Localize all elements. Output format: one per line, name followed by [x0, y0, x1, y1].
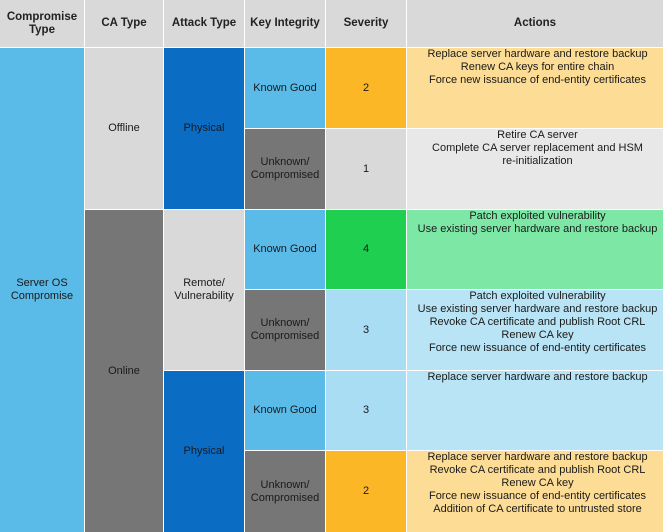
key-integrity-cell: Known Good: [245, 371, 325, 450]
attack-type-physical-offline: Physical: [164, 48, 244, 209]
action-item: Replace server hardware and restore back…: [427, 48, 648, 60]
action-item: re-initialization: [502, 155, 573, 167]
severity-cell: 4: [326, 210, 406, 289]
action-item: Replace server hardware and restore back…: [427, 451, 648, 463]
actions-cell: Replace server hardware and restore back…: [407, 48, 663, 128]
action-item: Addition of CA certificate to untrusted …: [433, 503, 642, 515]
severity-cell: 2: [326, 451, 406, 532]
compromise-type-cell: Server OS Compromise: [0, 48, 84, 532]
key-integrity-cell: Unknown/ Compromised: [245, 290, 325, 370]
action-item: Renew CA key: [501, 477, 574, 489]
action-item: Force new issuance of end-entity certifi…: [428, 342, 647, 354]
severity-cell: 3: [326, 371, 406, 450]
action-item: Patch exploited vulnerability: [469, 290, 606, 302]
actions-cell: Replace server hardware and restore back…: [407, 451, 663, 532]
action-item: Force new issuance of end-entity certifi…: [428, 490, 647, 502]
key-integrity-cell: Known Good: [245, 210, 325, 289]
action-item: Revoke CA certificate and publish Root C…: [429, 316, 646, 328]
action-item: Complete CA server replacement and HSM: [432, 142, 643, 154]
action-item: Revoke CA certificate and publish Root C…: [429, 464, 646, 476]
actions-cell: Patch exploited vulnerability Use existi…: [407, 290, 663, 370]
action-item: Renew CA keys for entire chain: [460, 61, 615, 73]
header-compromise-type: Compromise Type: [0, 0, 84, 47]
action-item: Retire CA server: [497, 129, 578, 141]
action-item: Use existing server hardware and restore…: [417, 303, 658, 315]
severity-cell: 2: [326, 48, 406, 128]
severity-cell: 1: [326, 129, 406, 209]
attack-type-remote: Remote/ Vulnerability: [164, 210, 244, 370]
attack-type-physical-online: Physical: [164, 371, 244, 532]
action-item: Renew CA key: [501, 329, 574, 341]
severity-cell: 3: [326, 290, 406, 370]
key-integrity-cell: Unknown/ Compromised: [245, 129, 325, 209]
actions-cell: Patch exploited vulnerability Use existi…: [407, 210, 663, 289]
key-integrity-cell: Known Good: [245, 48, 325, 128]
action-item: Use existing server hardware and restore…: [417, 223, 658, 235]
actions-cell: Retire CA server Complete CA server repl…: [407, 129, 663, 209]
action-item: Force new issuance of end-entity certifi…: [428, 74, 647, 86]
header-actions: Actions: [407, 0, 663, 47]
header-attack-type: Attack Type: [164, 0, 244, 47]
header-severity: Severity: [326, 0, 406, 47]
header-key-integrity: Key Integrity: [245, 0, 325, 47]
ca-type-offline: Offline: [85, 48, 163, 209]
action-item: Patch exploited vulnerability: [469, 210, 606, 222]
ca-type-online: Online: [85, 210, 163, 532]
key-integrity-cell: Unknown/ Compromised: [245, 451, 325, 532]
header-ca-type: CA Type: [85, 0, 163, 47]
action-item: Replace server hardware and restore back…: [427, 371, 648, 383]
actions-cell: Replace server hardware and restore back…: [407, 371, 663, 450]
